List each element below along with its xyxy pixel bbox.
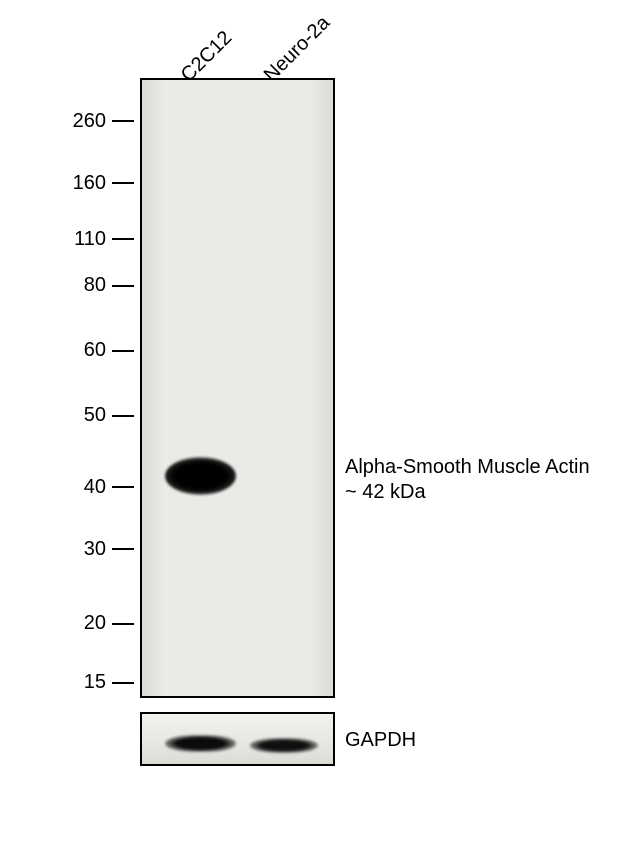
mw-tick <box>112 623 134 625</box>
mw-tick <box>112 415 134 417</box>
mw-marker-160: 160 <box>0 173 140 193</box>
mw-value: 110 <box>0 228 110 251</box>
figure-canvas: C2C12 Neuro-2a 26016011080605040302015 A… <box>0 0 641 844</box>
main-blot-background <box>142 80 333 696</box>
mw-marker-20: 20 <box>0 614 140 634</box>
mw-tick <box>112 285 134 287</box>
mw-value: 60 <box>0 339 110 362</box>
mw-marker-30: 30 <box>0 539 140 559</box>
target-band <box>165 457 235 495</box>
mw-value: 20 <box>0 612 110 635</box>
mw-marker-15: 15 <box>0 673 140 693</box>
mw-value: 30 <box>0 538 110 561</box>
main-blot-frame <box>140 78 335 698</box>
loading-band <box>165 735 235 752</box>
mw-tick <box>112 120 134 122</box>
mw-marker-260: 260 <box>0 111 140 131</box>
mw-marker-110: 110 <box>0 229 140 249</box>
mw-tick <box>112 682 134 684</box>
mw-marker-80: 80 <box>0 276 140 296</box>
mw-marker-60: 60 <box>0 341 140 361</box>
loading-control-label: GAPDH <box>345 728 416 753</box>
mw-marker-40: 40 <box>0 477 140 497</box>
mw-value: 15 <box>0 671 110 694</box>
mw-tick <box>112 238 134 240</box>
target-label-line-1: Alpha-Smooth Muscle Actin <box>345 455 590 480</box>
mw-marker-50: 50 <box>0 406 140 426</box>
mw-tick <box>112 182 134 184</box>
mw-value: 40 <box>0 476 110 499</box>
loading-band <box>250 738 318 753</box>
mw-value: 80 <box>0 274 110 297</box>
mw-tick <box>112 548 134 550</box>
mw-tick <box>112 486 134 488</box>
mw-value: 260 <box>0 110 110 133</box>
mw-value: 160 <box>0 172 110 195</box>
mw-value: 50 <box>0 404 110 427</box>
mw-tick <box>112 350 134 352</box>
lane-label-neuro2a: Neuro-2a <box>260 12 335 87</box>
loading-control-frame <box>140 712 335 766</box>
target-band-label: Alpha-Smooth Muscle Actin ~ 42 kDa <box>345 455 590 505</box>
target-label-line-2: ~ 42 kDa <box>345 480 590 505</box>
